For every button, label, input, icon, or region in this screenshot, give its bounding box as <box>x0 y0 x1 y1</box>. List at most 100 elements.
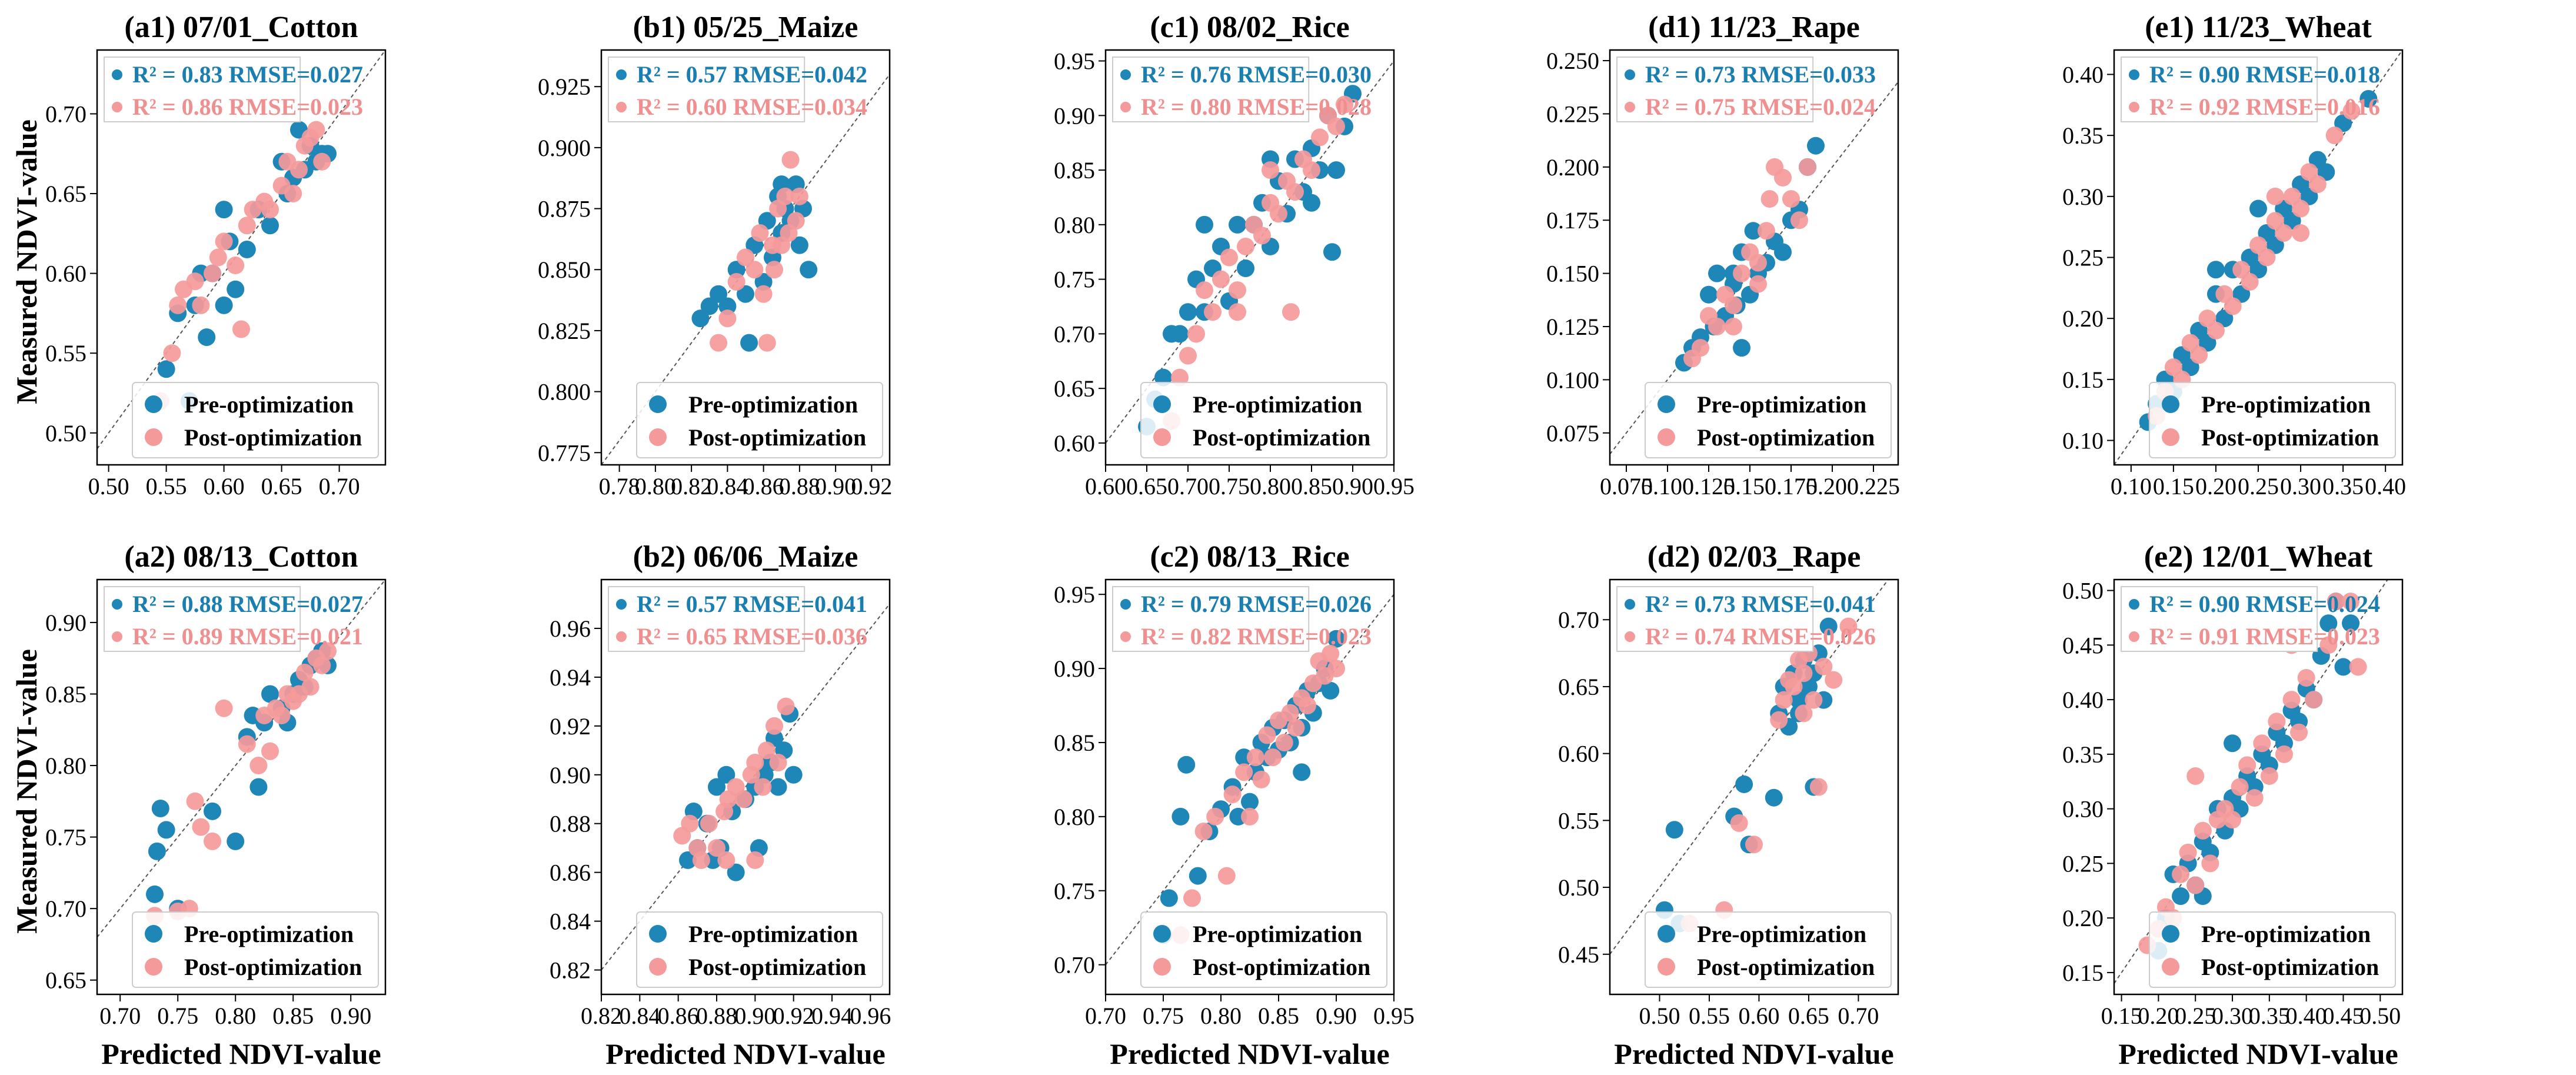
post-point <box>2305 691 2323 709</box>
x-tick-label: 0.35 <box>2249 1003 2290 1029</box>
x-tick-label: 0.96 <box>850 1003 891 1029</box>
x-tick-label: 0.200 <box>1806 473 1859 500</box>
post-point <box>777 697 795 715</box>
post-point <box>781 151 800 169</box>
x-tick-label: 0.100 <box>1641 473 1694 500</box>
y-tick-label: 0.15 <box>2062 960 2104 986</box>
pre-point <box>261 217 279 235</box>
post-point <box>1258 726 1276 744</box>
post-point <box>1220 248 1238 267</box>
pre-point <box>1241 793 1259 811</box>
x-tick-label: 0.150 <box>1723 473 1776 500</box>
post-point <box>1815 657 1833 675</box>
post-point <box>1730 814 1748 832</box>
pre-point <box>1665 821 1683 839</box>
post-point <box>192 818 210 836</box>
y-tick-label: 0.75 <box>1054 878 1095 904</box>
stat-post-text: R² = 0.80 RMSE=0.028 <box>1141 94 1372 120</box>
y-tick-label: 0.20 <box>2062 905 2104 931</box>
panel-title: (c2) 08/13_Rice <box>1150 540 1349 574</box>
post-point <box>754 778 772 796</box>
post-point <box>2179 843 2197 861</box>
legend-post-marker <box>2162 958 2179 976</box>
post-point <box>692 851 710 869</box>
x-tick-label: 0.80 <box>1250 473 1291 500</box>
x-axis-label-e2: Predicted NDVI-value <box>2118 1037 2398 1070</box>
post-point <box>2241 272 2259 291</box>
y-tick-label: 0.20 <box>2062 305 2104 332</box>
post-point <box>757 741 776 760</box>
post-point <box>734 790 753 808</box>
post-point <box>1708 318 1726 335</box>
post-point <box>2268 713 2286 731</box>
post-point <box>2308 175 2327 194</box>
x-tick-label: 0.20 <box>2138 1003 2179 1029</box>
legend-pre-label: Pre-optimization <box>184 391 354 418</box>
x-tick-label: 0.90 <box>734 1003 776 1029</box>
post-point <box>1241 807 1259 826</box>
y-tick-label: 0.65 <box>45 181 86 207</box>
pre-point <box>1171 807 1190 826</box>
stat-pre-marker <box>112 599 122 610</box>
post-point <box>1795 664 1813 683</box>
stats-box: R² = 0.73 RMSE=0.033 R² = 0.75 RMSE=0.024 <box>1616 56 1876 122</box>
pre-point <box>151 799 169 817</box>
legend-post-label: Post-optimization <box>184 954 362 980</box>
pre-point <box>679 851 697 869</box>
post-point <box>1237 237 1254 255</box>
post-point <box>249 757 268 775</box>
pre-point <box>1744 222 1762 240</box>
x-tick-label: 0.85 <box>272 1003 314 1029</box>
y-tick-label: 0.25 <box>2062 850 2104 877</box>
legend-pre-marker <box>145 395 162 413</box>
stat-post-marker <box>1120 631 1131 642</box>
pre-point <box>1819 617 1838 635</box>
y-tick-label: 0.80 <box>45 753 86 779</box>
x-tick-label: 0.65 <box>261 473 302 500</box>
post-point <box>2342 593 2360 611</box>
post-point <box>232 320 250 338</box>
legend: Pre-optimization Post-optimization <box>1645 911 1892 988</box>
stat-pre-marker <box>1625 69 1635 80</box>
legend-post-marker <box>1153 428 1171 446</box>
x-tick-label: 0.90 <box>815 473 856 500</box>
post-point <box>1825 671 1843 689</box>
stat-pre-text: R² = 0.57 RMSE=0.042 <box>637 61 867 88</box>
post-point <box>2292 199 2310 218</box>
stats-box: R² = 0.90 RMSE=0.024 R² = 0.91 RMSE=0.023 <box>2121 586 2380 652</box>
x-tick-label: 0.82 <box>671 473 712 500</box>
x-tick-label: 0.25 <box>2175 1003 2216 1029</box>
post-point <box>1217 867 1236 885</box>
x-tick-label: 0.65 <box>1788 1003 1829 1029</box>
y-tick-label: 0.25 <box>2062 245 2104 271</box>
x-tick-label: 0.70 <box>1838 1003 1879 1029</box>
y-tick-label: 0.775 <box>538 440 591 466</box>
post-point <box>2275 745 2293 763</box>
post-point <box>1262 161 1279 179</box>
post-point <box>681 814 699 833</box>
legend-pre-marker <box>1153 395 1171 413</box>
legend-pre-label: Pre-optimization <box>2201 391 2371 418</box>
panel-b1: (b1) 05/25_Maize 0.780.800.820.840.860.88… <box>538 11 892 500</box>
post-point <box>238 735 256 753</box>
x-tick-label: 0.30 <box>2280 473 2321 500</box>
post-point <box>2258 248 2276 267</box>
x-tick-label: 0.90 <box>330 1003 371 1029</box>
x-tick-label: 0.60 <box>1085 473 1126 500</box>
y-tick-label: 0.15 <box>2062 367 2104 393</box>
y-tick-label: 0.075 <box>1546 420 1599 447</box>
x-tick-label: 0.75 <box>157 1003 198 1029</box>
post-point <box>708 839 725 857</box>
y-tick-label: 0.50 <box>1558 874 1599 901</box>
y-tick-label: 0.60 <box>1054 430 1095 457</box>
pre-point <box>717 766 735 784</box>
x-tick-label: 0.40 <box>2365 473 2406 500</box>
legend: Pre-optimization Post-optimization <box>1140 911 1387 988</box>
post-point <box>776 187 794 205</box>
y-tick-label: 0.925 <box>538 74 591 100</box>
post-point <box>1725 318 1742 335</box>
y-tick-label: 0.200 <box>1546 154 1599 181</box>
pre-point <box>1323 243 1341 261</box>
